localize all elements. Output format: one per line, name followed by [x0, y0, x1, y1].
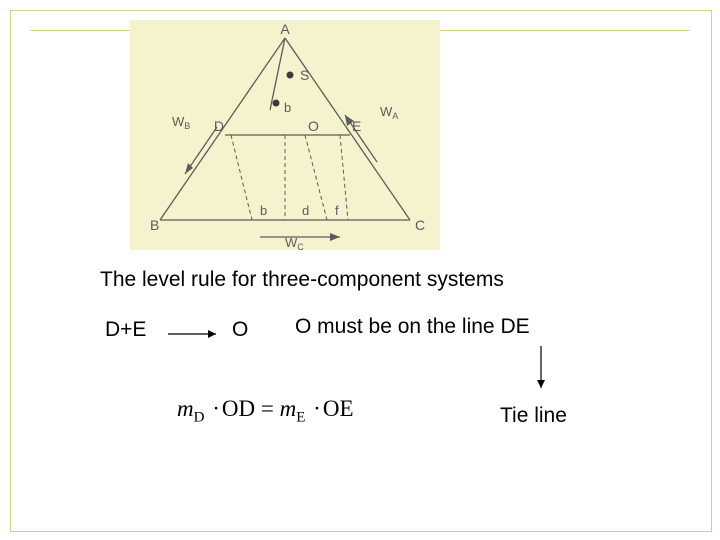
vertex-C: C: [415, 217, 425, 233]
label-wB: WB: [172, 114, 190, 131]
label-D-plus-E: D+E: [105, 318, 146, 342]
point-E: E: [352, 118, 361, 134]
point-O: O: [308, 118, 319, 134]
vertex-B: B: [150, 217, 159, 233]
arrow-de-to-o: [168, 328, 223, 340]
point-b-in: b: [284, 100, 291, 115]
lever-rule-formula: mD ·OD = mE ·OE: [177, 396, 354, 427]
point-S: S: [300, 67, 309, 83]
label-tie-line: Tie line: [500, 404, 567, 428]
label-wA: WA: [380, 104, 398, 121]
point-D: D: [214, 118, 224, 134]
diagram-svg: A B C D E O S b b d f WB WA WC: [130, 20, 440, 250]
label-d: d: [302, 203, 309, 218]
ternary-diagram: A B C D E O S b b d f WB WA WC: [130, 20, 440, 250]
label-O: O: [232, 318, 248, 342]
caption-text: The level rule for three-component syste…: [100, 268, 504, 292]
label-b: b: [260, 203, 267, 218]
label-f: f: [335, 203, 339, 218]
label-O-must: O must be on the line DE: [295, 315, 530, 339]
vertex-A: A: [280, 21, 290, 37]
arrow-down-to-tie: [535, 346, 547, 396]
